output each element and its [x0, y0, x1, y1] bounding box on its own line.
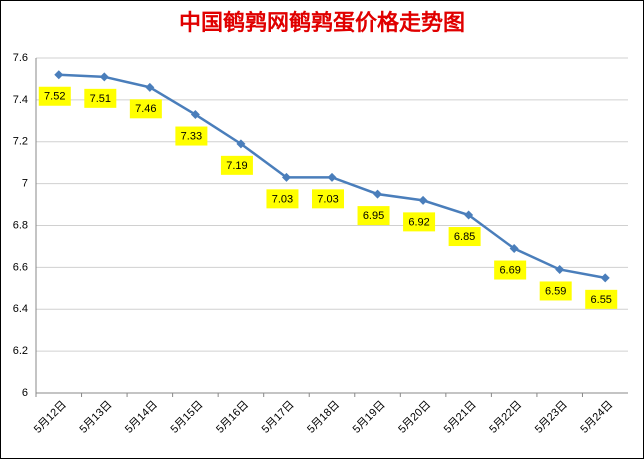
data-label: 7.46	[135, 103, 156, 115]
y-tick-label: 6	[22, 387, 28, 399]
point	[327, 172, 337, 182]
data-label: 6.59	[545, 285, 566, 297]
data-label: 6.85	[454, 231, 475, 243]
data-label: 6.69	[499, 264, 520, 276]
point	[236, 139, 246, 149]
point	[99, 72, 109, 82]
data-label: 7.51	[90, 93, 111, 105]
data-label-bg	[357, 206, 390, 226]
chart-title: 中国鹌鹑网鹌鹑蛋价格走势图	[179, 10, 465, 36]
point	[145, 82, 155, 92]
point	[509, 244, 519, 254]
data-label-bg	[84, 88, 117, 108]
data-label-bg	[494, 260, 527, 280]
y-tick-label: 7	[22, 178, 28, 190]
data-label-bg	[403, 212, 436, 232]
data-label-bg	[266, 189, 299, 209]
data-label: 7.03	[272, 193, 293, 205]
data-label: 6.55	[591, 294, 612, 306]
data-label-bg	[539, 281, 572, 301]
data-label: 7.19	[226, 160, 247, 172]
data-label-bg	[175, 126, 208, 146]
data-label: 7.33	[181, 130, 202, 142]
data-label-bg	[38, 86, 71, 106]
data-label-bg	[312, 189, 344, 209]
data-label-bg	[585, 289, 618, 309]
point	[54, 70, 64, 80]
point	[600, 273, 610, 283]
data-label: 6.95	[363, 210, 384, 222]
point	[190, 110, 200, 120]
y-tick-label: 6.2	[13, 345, 28, 357]
data-label-bg	[129, 99, 162, 119]
data-label-bg	[220, 155, 253, 175]
y-tick-label: 6.4	[13, 303, 28, 315]
y-tick-label: 6.8	[13, 219, 28, 231]
point	[418, 195, 428, 205]
data-label: 7.03	[317, 193, 338, 205]
y-tick-label: 6.6	[13, 261, 28, 273]
point	[464, 210, 474, 220]
data-label: 7.52	[44, 91, 65, 103]
data-label: 6.92	[408, 216, 429, 228]
y-tick-label: 7.2	[13, 136, 28, 148]
y-tick-label: 7.6	[13, 52, 28, 64]
point	[281, 172, 291, 182]
data-label-bg	[448, 227, 481, 247]
point	[555, 264, 565, 274]
point	[373, 189, 383, 199]
y-tick-label: 7.4	[13, 94, 28, 106]
